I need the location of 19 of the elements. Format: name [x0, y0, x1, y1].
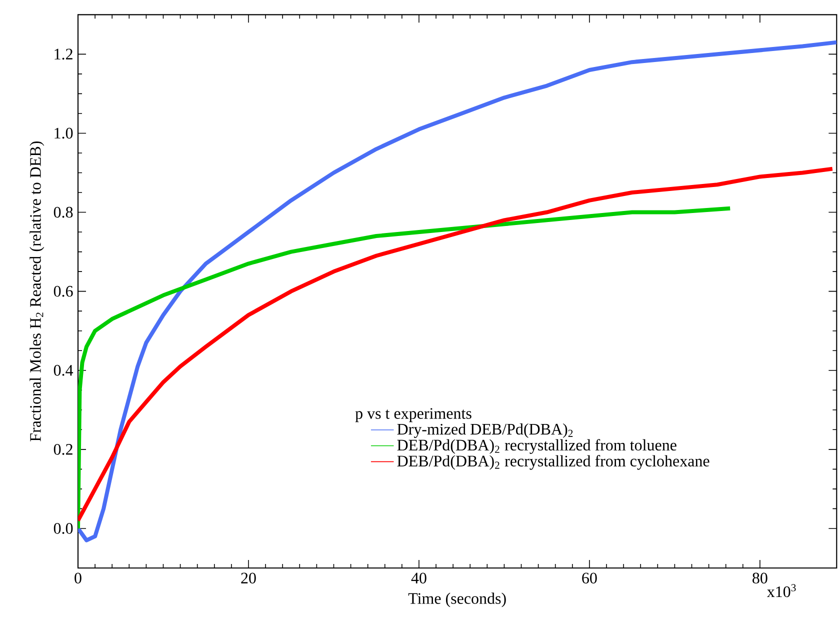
x-tick-label: 60	[582, 572, 597, 584]
y-tick-label: 0.4	[54, 364, 74, 376]
x-tick-label: 80	[752, 572, 768, 584]
y-tick-label: 0.6	[54, 286, 73, 297]
legend-label: Dry-mized DEB/Pd(DBA)$_{2}$	[397, 423, 573, 438]
x-axis-title: Time (seconds)	[408, 592, 506, 608]
y-axis-title: Fractional Moles H$_{2}$ Reacted (relative to DEB)	[30, 141, 44, 442]
y-tick-label: 1.0	[54, 128, 73, 139]
y-tick-label: 0.2	[54, 444, 72, 455]
y-tick-label: 1.2	[54, 48, 72, 60]
x-tick-label: 0	[74, 572, 82, 584]
legend-label: DEB/Pd(DBA)$_{2}$ recrystallized from toluene	[397, 439, 676, 454]
y-tick-label: 0.0	[54, 523, 73, 534]
legend-title: p vs t experiments	[355, 408, 472, 422]
legend-label: DEB/Pd(DBA)$_{2}$ recrystallized from cyclohexane	[397, 455, 710, 470]
x-tick-label: 20	[241, 572, 256, 584]
text: x10$^{3}$	[767, 584, 796, 598]
y-tick-label: 0.8	[54, 206, 73, 218]
x-tick-label: 40	[411, 572, 426, 584]
